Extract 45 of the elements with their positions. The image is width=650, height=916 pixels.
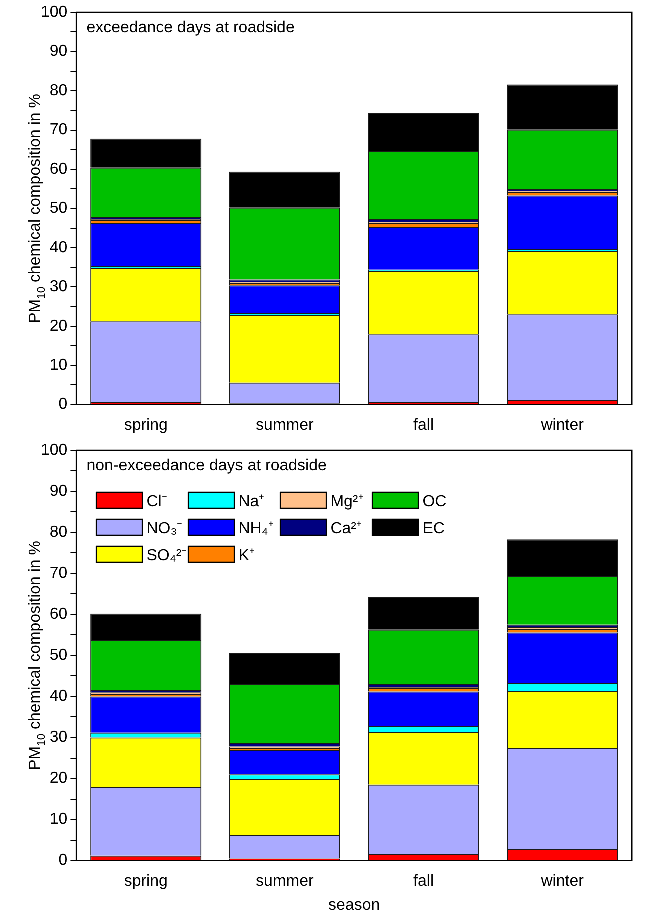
y-tick-label: 40 (50, 688, 68, 706)
y-tick-label: 70 (50, 122, 68, 139)
x-tick-label: summer (256, 416, 314, 434)
legend-label: Ca²⁺ (330, 520, 362, 538)
x-tick-label: winter (540, 872, 585, 890)
y-tick-label: 20 (50, 318, 68, 335)
legend-label: NO₃⁻ (146, 520, 182, 538)
chart-title: non-exceedance days at roadside (86, 458, 327, 475)
y-axis-title: PM10 chemical composition in % (27, 94, 48, 324)
y-tick-label: 20 (50, 770, 68, 788)
y-tick-label: 100 (40, 4, 68, 22)
y-tick-label: 30 (50, 278, 68, 296)
y-tick-label: 0 (58, 396, 68, 414)
x-axis-title: season (328, 897, 380, 914)
y-tick-label: 60 (50, 606, 68, 624)
y-tick-label: 90 (50, 43, 68, 60)
y-tick-label: 60 (50, 160, 68, 178)
x-tick-label: summer (256, 872, 314, 890)
legend-label: Mg²⁺ (330, 494, 364, 511)
x-tick-label: spring (124, 872, 168, 890)
y-tick-label: 0 (58, 852, 68, 870)
legend-label: NH₄⁺ (238, 520, 274, 538)
legend-label: OC (422, 494, 447, 511)
y-tick-label: 10 (50, 811, 68, 828)
y-tick-label: 10 (50, 356, 68, 374)
y-tick-label: 50 (50, 647, 68, 664)
legend-label: Na⁺ (238, 494, 264, 511)
x-tick-label: winter (540, 416, 585, 434)
legend-label: K⁺ (238, 548, 254, 565)
x-tick-label: spring (124, 416, 168, 434)
legend-label: Cl⁻ (146, 494, 167, 511)
chart-title: exceedance days at roadside (86, 20, 295, 37)
y-tick-label: 40 (50, 239, 68, 256)
y-axis-title: PM10 chemical composition in % (27, 540, 48, 770)
y-tick-label: 80 (50, 524, 68, 542)
y-tick-label: 100 (40, 442, 68, 460)
y-tick-label: 30 (50, 729, 68, 746)
x-tick-label: fall (414, 416, 434, 434)
x-tick-label: fall (414, 872, 434, 890)
legend-label: EC (422, 520, 445, 538)
legend-label: SO₄²⁻ (146, 548, 187, 565)
y-tick-label: 70 (50, 565, 68, 582)
y-tick-label: 80 (50, 82, 68, 100)
y-tick-label: 90 (50, 483, 68, 500)
y-tick-label: 50 (50, 200, 68, 218)
